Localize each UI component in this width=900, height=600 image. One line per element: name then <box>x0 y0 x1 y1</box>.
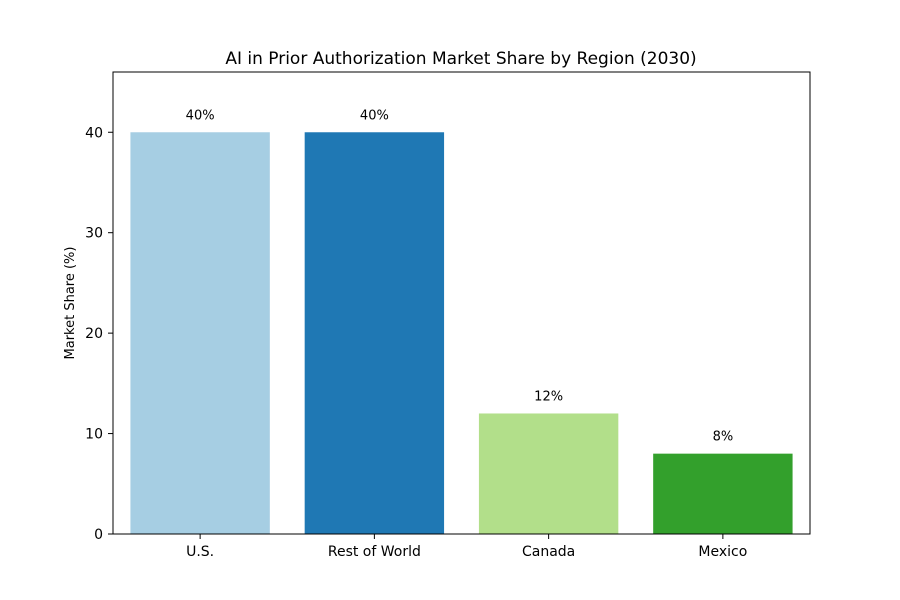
y-tick-label: 0 <box>94 527 103 543</box>
data-label: 40% <box>360 108 389 123</box>
data-label: 12% <box>534 389 563 404</box>
bar-mexico <box>653 453 793 534</box>
y-axis-ticks: 0 10 20 30 40 <box>85 125 113 543</box>
x-tick-label: Rest of World <box>328 544 421 560</box>
chart-title: AI in Prior Authorization Market Share b… <box>225 49 696 69</box>
y-axis-label: Market Share (%) <box>63 247 78 360</box>
x-tick-label: U.S. <box>186 544 214 560</box>
plot-area-frame <box>112 71 811 535</box>
y-tick-label: 40 <box>85 125 103 141</box>
bar-canada <box>478 413 619 534</box>
bar-rest-of-world <box>304 132 445 534</box>
x-tick-label: Mexico <box>698 544 747 560</box>
x-axis-ticks: U.S. Rest of World Canada Mexico <box>186 534 747 560</box>
data-label: 40% <box>186 108 215 123</box>
y-tick-label: 20 <box>85 326 103 342</box>
x-tick-label: Canada <box>522 544 575 560</box>
data-label: 8% <box>713 430 734 445</box>
data-labels-group: 40% 40% 12% 8% <box>186 108 734 444</box>
bars-group <box>130 132 793 534</box>
y-tick-label: 10 <box>85 427 103 443</box>
bar-u-s <box>130 132 270 534</box>
y-tick-label: 30 <box>85 226 103 242</box>
